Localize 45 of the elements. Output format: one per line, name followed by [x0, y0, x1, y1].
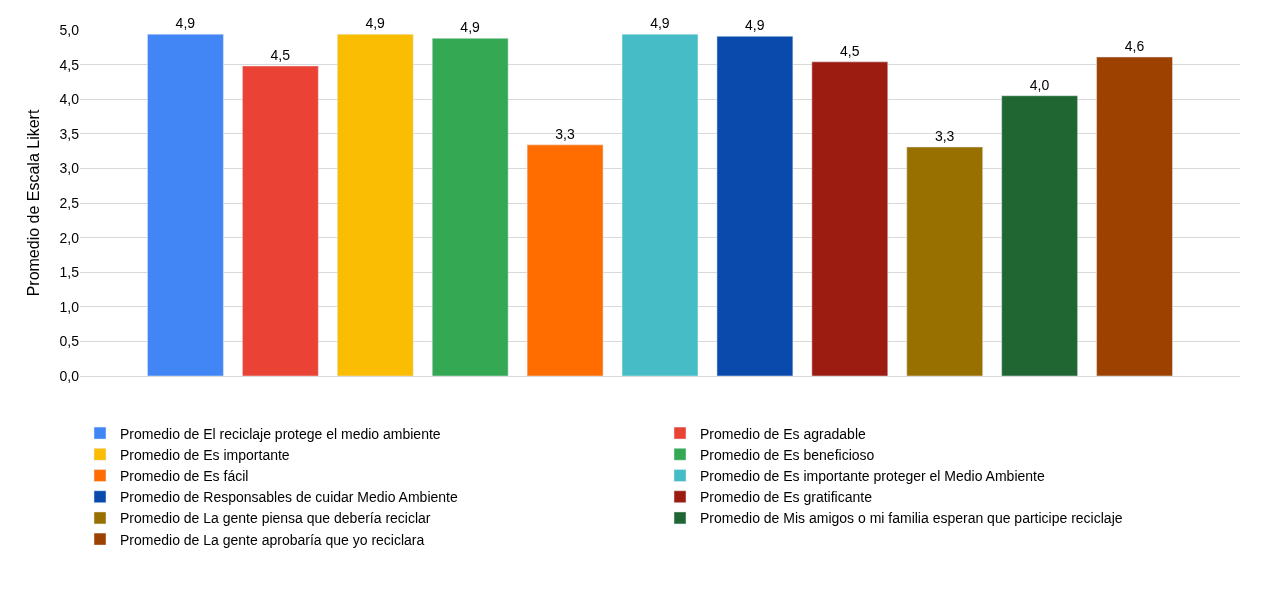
bar	[1001, 95, 1078, 376]
data-label: 4,9	[460, 19, 481, 36]
bar	[526, 144, 604, 376]
y-tick-label: 4,5	[59, 56, 80, 73]
legend-label: Promedio de Es agradable	[700, 425, 866, 442]
y-tick-label: 0,0	[59, 367, 80, 384]
y-tick-label: 1,0	[59, 298, 80, 315]
legend-label: Promedio de La gente aprobaría que yo reciclara	[120, 531, 425, 548]
data-label: 4,9	[650, 15, 670, 32]
bar	[716, 35, 794, 376]
y-tick-label: 5,0	[59, 21, 80, 38]
legend-label: Promedio de Es gratificante	[700, 489, 873, 506]
bar	[147, 33, 224, 376]
legend-label: Promedio de Responsables de cuidar Medio Ambiente	[120, 489, 458, 506]
bar	[1096, 56, 1173, 376]
data-label: 3,3	[555, 125, 575, 142]
legend-label: Promedio de Mis amigos o mi familia esperan que participe reciclaje	[700, 510, 1123, 527]
data-label: 4,0	[1029, 76, 1050, 93]
bar	[431, 38, 509, 376]
data-label: 4,9	[365, 15, 386, 32]
data-label: 4,9	[175, 15, 196, 32]
bar	[242, 65, 319, 376]
legend-label: Promedio de Es importante	[120, 446, 290, 463]
y-tick-label: 1,5	[59, 264, 80, 281]
legend-label: Promedio de La gente piensa que debería reciclar	[120, 510, 431, 527]
data-label: 4,5	[839, 42, 860, 59]
bar	[337, 33, 414, 376]
legend-label: Promedio de Es beneficioso	[700, 446, 875, 463]
data-label: 4,6	[1124, 37, 1145, 54]
bar	[906, 146, 983, 376]
legend-label: Promedio de Es importante proteger el Medio Ambiente	[700, 467, 1045, 484]
y-axis-title: Promedio de Escala Likert	[25, 109, 43, 297]
legend-label: Promedio de Es fácil	[120, 467, 249, 484]
bar	[621, 33, 699, 376]
data-label: 3,3	[934, 127, 955, 144]
y-tick-label: 2,5	[59, 194, 80, 211]
y-tick-label: 0,5	[59, 333, 80, 350]
y-tick-label: 3,0	[59, 160, 80, 177]
bar	[811, 61, 889, 376]
y-tick-label: 4,0	[59, 91, 80, 108]
data-label: 4,9	[745, 17, 765, 34]
y-tick-label: 3,5	[59, 125, 80, 142]
legend-label: Promedio de El reciclaje protege el medio ambiente	[120, 425, 441, 442]
data-label: 4,5	[270, 46, 291, 63]
y-tick-label: 2,0	[59, 229, 80, 246]
